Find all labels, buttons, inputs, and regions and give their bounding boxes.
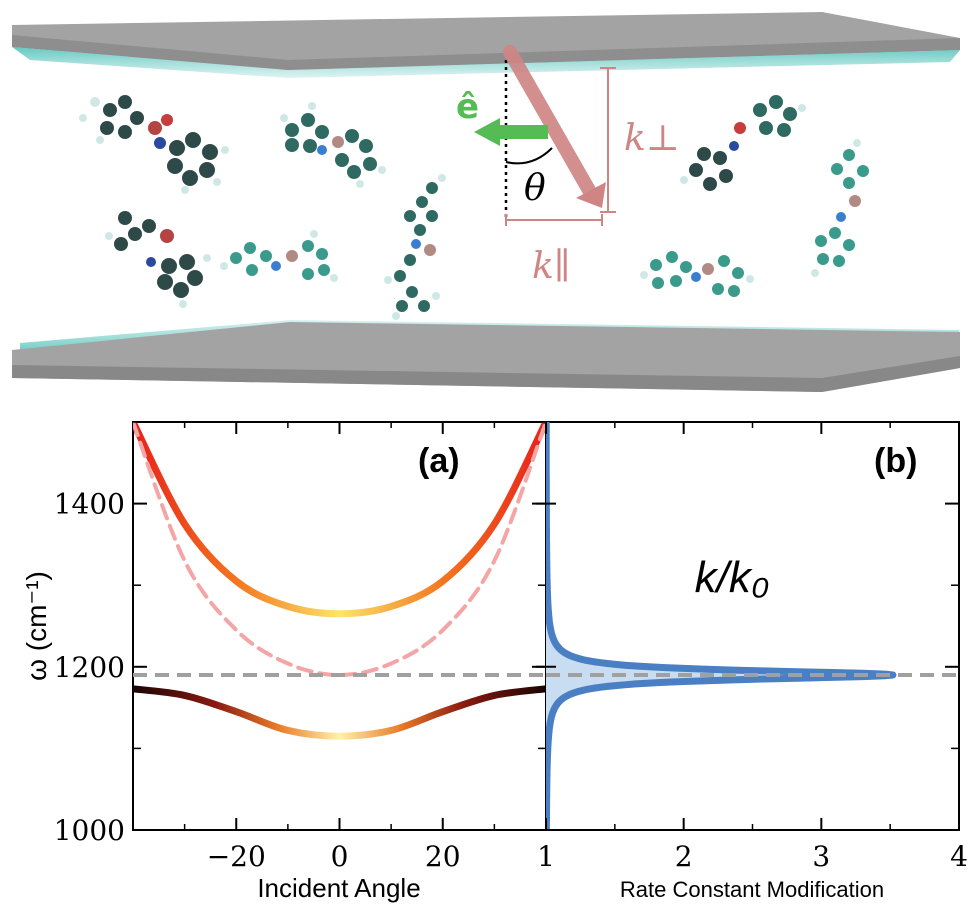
molecule-6 bbox=[680, 95, 806, 191]
panel-a-series-lower-polariton bbox=[133, 685, 546, 740]
panel-a-ytick-label: 1400 bbox=[54, 488, 125, 521]
molecule-3 bbox=[384, 174, 446, 320]
panel-a-series-upper-polariton bbox=[133, 422, 546, 618]
molecule-4 bbox=[105, 211, 211, 308]
panel-a-plot-area bbox=[132, 421, 547, 831]
panel-b-series-line bbox=[546, 422, 897, 830]
panel-a-xlabel: Incident Angle bbox=[257, 873, 420, 903]
panel-b-xtick-label: 4 bbox=[950, 840, 968, 873]
top-mirror bbox=[12, 12, 960, 78]
k-vector-arrow bbox=[503, 45, 597, 199]
k-perp-label: k⊥ bbox=[624, 118, 680, 159]
panel-a-xtick-label: −20 bbox=[207, 840, 266, 873]
panel-a-series-cavity-mode-dashed bbox=[133, 422, 546, 678]
molecule-7 bbox=[640, 251, 754, 297]
panel-a-ytick-label: 1000 bbox=[54, 814, 125, 847]
k-par-label: k∥ bbox=[532, 246, 570, 287]
panel-b-plot-area bbox=[545, 421, 960, 831]
panel-b-rate-chart: 1 2 3 4 (b) k/k₀ Rate Constant Modification bbox=[536, 421, 968, 902]
panel-b-xtick-label: 1 bbox=[537, 840, 555, 873]
panel-a-ytick-label: 1200 bbox=[54, 651, 125, 684]
panel-a-series-group bbox=[133, 422, 546, 740]
molecule-5 bbox=[220, 230, 338, 282]
panel-a-label: (a) bbox=[418, 442, 460, 480]
panel-b-annotation: k/k₀ bbox=[695, 553, 770, 602]
panel-a-xtick-label: 20 bbox=[425, 840, 461, 873]
angle-label: θ bbox=[524, 168, 546, 209]
panel-b-xtick-label: 2 bbox=[675, 840, 693, 873]
panel-b-series-group bbox=[546, 422, 897, 830]
molecule-2 bbox=[280, 102, 386, 188]
panel-b-label: (b) bbox=[874, 442, 917, 480]
panel-a-ylabel: ω (cm⁻¹) bbox=[21, 571, 52, 681]
panel-b-xlabel: Rate Constant Modification bbox=[620, 877, 884, 902]
bottom-mirror bbox=[12, 320, 960, 392]
panel-b-area-fill bbox=[546, 422, 893, 830]
panel-a-xtick-label: 0 bbox=[331, 840, 349, 873]
panel-a-dispersion-chart: −20 0 20 1000 1200 1400 (a) Incident Angle ω … bbox=[21, 421, 547, 903]
panel-b-xtick-label: 3 bbox=[812, 840, 830, 873]
polarization-label: ê bbox=[456, 87, 479, 127]
molecule-1 bbox=[79, 95, 229, 194]
molecule-8 bbox=[811, 139, 869, 277]
wave-vector-diagram bbox=[474, 45, 616, 226]
cavity-illustration: ê θ k⊥ k∥ bbox=[12, 12, 960, 392]
